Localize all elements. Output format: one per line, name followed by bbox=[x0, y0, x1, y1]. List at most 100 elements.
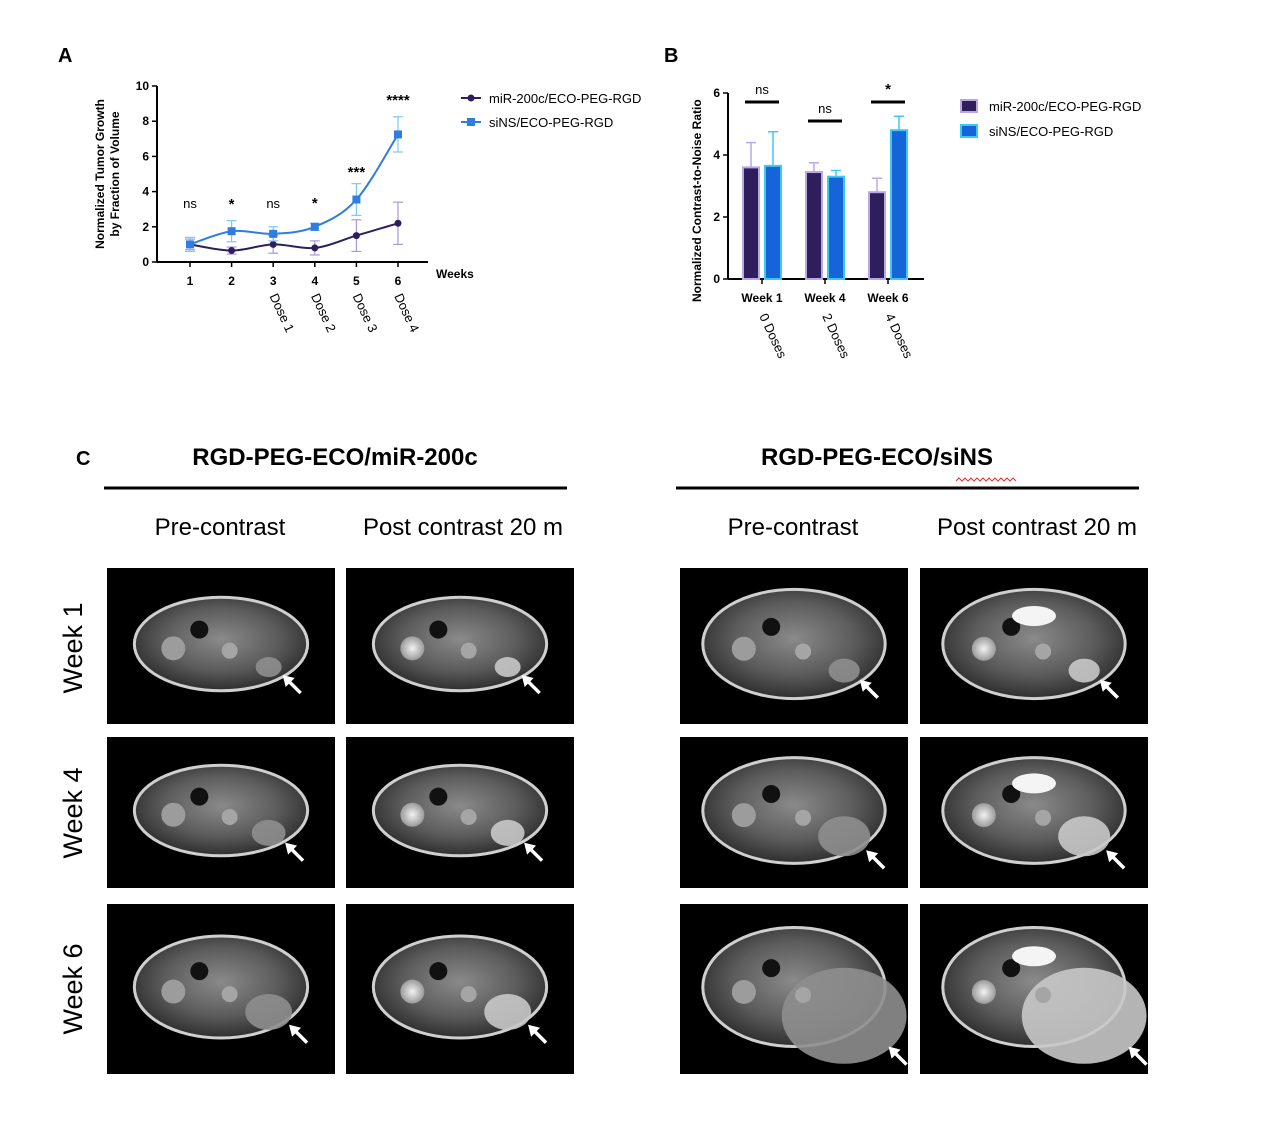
mri-organ bbox=[400, 636, 425, 661]
panel-a-x-tick-label: 5 bbox=[353, 274, 360, 288]
panel-c-mri-grid: C RGD-PEG-ECO/miR-200c RGD-PEG-ECO/siNS … bbox=[58, 444, 1148, 1074]
mri-tumor bbox=[255, 657, 282, 678]
panel-a-y-axis-title-line-2: by Fraction of Volume bbox=[108, 111, 122, 236]
tumor-arrow-icon bbox=[866, 850, 879, 863]
panel-b-label: B bbox=[664, 45, 678, 67]
panel-a-dose-label: Dose 4 bbox=[391, 291, 422, 335]
panel-a-x-tick-label: 6 bbox=[395, 274, 402, 288]
panel-b-significance: ns ns * bbox=[745, 81, 905, 123]
panel-a-significance-label: * bbox=[312, 195, 318, 212]
panel-b-y-tick-label: 0 bbox=[713, 272, 720, 286]
panel-b-y-ticks: 0 2 4 6 bbox=[713, 86, 728, 286]
column-label-post-contrast-sins: Post contrast 20 m bbox=[937, 514, 1137, 541]
panel-b-x-tick-label: Week 1 bbox=[741, 291, 782, 305]
mri-organ bbox=[460, 986, 477, 1003]
panel-a-dose-label: Dose 1 bbox=[266, 291, 297, 335]
tumor-arrow-icon bbox=[521, 675, 534, 688]
mri-image-week-6-mir-pre bbox=[107, 904, 335, 1074]
tumor-arrow-icon bbox=[859, 679, 872, 692]
panel-a-data-point bbox=[228, 247, 236, 255]
row-label-week-1: Week 1 bbox=[58, 602, 88, 693]
panel-a-dose-label: Dose 3 bbox=[350, 291, 381, 335]
mri-bright-contrast bbox=[1012, 773, 1056, 794]
panel-a-axes bbox=[156, 86, 428, 263]
tumor-arrow-icon bbox=[289, 1024, 302, 1037]
panel-a-x-tick-label: 1 bbox=[187, 274, 194, 288]
panel-a-series-line bbox=[189, 222, 399, 252]
column-label-pre-contrast-sins: Pre-contrast bbox=[728, 514, 859, 541]
tumor-arrow-icon bbox=[1128, 1046, 1141, 1059]
mri-organ bbox=[731, 979, 756, 1004]
panel-b-y-axis-title: Normalized Contrast-to-Noise Ratio bbox=[690, 99, 704, 302]
mri-image-week-4-mir-post bbox=[346, 737, 574, 888]
mri-organ bbox=[1035, 643, 1052, 660]
panel-b-bar bbox=[827, 175, 845, 280]
panel-b-x-tick-label: Week 6 bbox=[867, 291, 908, 305]
panel-a-y-tick-label: 6 bbox=[142, 149, 149, 163]
mri-body-section bbox=[371, 595, 549, 693]
mri-organ bbox=[221, 642, 238, 659]
mri-image-week-4-sins-post bbox=[920, 737, 1148, 888]
panel-a-significance-label: * bbox=[229, 196, 235, 213]
panel-b-bar bbox=[890, 129, 908, 280]
tumor-arrow-icon bbox=[524, 842, 537, 855]
mri-organ bbox=[795, 809, 812, 826]
group-title-sins: RGD-PEG-ECO/siNS bbox=[761, 444, 993, 471]
panel-a-x-ticks: 1 2 3 4 5 6 bbox=[187, 262, 402, 288]
panel-a-x-tick-label: 3 bbox=[270, 274, 277, 288]
panel-a-significance-label: **** bbox=[386, 92, 410, 109]
mri-organ bbox=[1035, 809, 1052, 826]
mri-bright-contrast bbox=[1012, 605, 1056, 626]
panel-b-dose-label: 2 Doses bbox=[819, 311, 853, 361]
mri-organ-dark bbox=[762, 785, 781, 804]
panel-b-significance-label: ns bbox=[818, 101, 832, 116]
mri-organ bbox=[221, 986, 238, 1003]
mri-organ bbox=[221, 809, 238, 826]
mri-tumor bbox=[1021, 967, 1147, 1064]
tumor-arrow-icon bbox=[285, 842, 298, 855]
mri-tumor bbox=[490, 819, 525, 846]
panel-b-bar-chart: B 0 2 4 6 Week 1 Week 4 Week 6 0 Doses 2 Doses… bbox=[664, 45, 1141, 361]
mri-tumor bbox=[494, 657, 521, 678]
panel-a-x-tick-label: 2 bbox=[228, 274, 235, 288]
panel-b-y-tick-label: 6 bbox=[713, 86, 720, 100]
spellcheck-underline bbox=[955, 477, 1017, 482]
mri-organ bbox=[795, 986, 812, 1003]
panel-a-data-point bbox=[394, 130, 402, 139]
panel-a-legend-marker bbox=[467, 118, 475, 126]
mri-organ-dark bbox=[762, 617, 781, 636]
mri-tumor bbox=[251, 819, 286, 846]
panel-c-label: C bbox=[76, 448, 90, 470]
mri-tumor bbox=[245, 993, 293, 1030]
panel-b-bar bbox=[742, 166, 760, 280]
mri-body-section bbox=[701, 587, 887, 701]
panel-a-x-axis-title: Weeks bbox=[436, 267, 474, 281]
mri-image-week-1-mir-post bbox=[346, 568, 574, 724]
mri-organ bbox=[1035, 986, 1052, 1003]
mri-organ-dark bbox=[429, 620, 448, 639]
panel-b-dose-label: 4 Doses bbox=[882, 311, 916, 361]
mri-organ bbox=[971, 636, 996, 661]
panel-b-x-tick-label: Week 4 bbox=[804, 291, 845, 305]
panel-a-data-point bbox=[186, 240, 194, 249]
panel-a-legend-label: miR-200c/ECO-PEG-RGD bbox=[489, 91, 641, 106]
panel-b-bars bbox=[742, 115, 908, 281]
panel-a-y-tick-label: 2 bbox=[142, 220, 149, 234]
panel-b-bar bbox=[868, 191, 886, 280]
panel-b-legend-label: siNS/ECO-PEG-RGD bbox=[989, 124, 1113, 139]
mri-organ bbox=[971, 979, 996, 1004]
mri-organ bbox=[161, 802, 186, 827]
mri-image-week-6-mir-post bbox=[346, 904, 574, 1074]
group-title-mir200c: RGD-PEG-ECO/miR-200c bbox=[192, 444, 477, 471]
panel-b-legend: miR-200c/ECO-PEG-RGD siNS/ECO-PEG-RGD bbox=[960, 99, 1141, 139]
mri-bright-contrast bbox=[1012, 946, 1056, 967]
mri-organ bbox=[795, 643, 812, 660]
mri-image-week-1-sins-pre bbox=[680, 568, 908, 724]
mri-image-week-6-sins-pre bbox=[680, 904, 908, 1074]
panel-a-y-tick-label: 10 bbox=[136, 79, 150, 93]
mri-organ-dark bbox=[190, 620, 209, 639]
mri-tumor bbox=[818, 816, 871, 857]
panel-b-x-ticks: Week 1 Week 4 Week 6 bbox=[741, 279, 909, 305]
